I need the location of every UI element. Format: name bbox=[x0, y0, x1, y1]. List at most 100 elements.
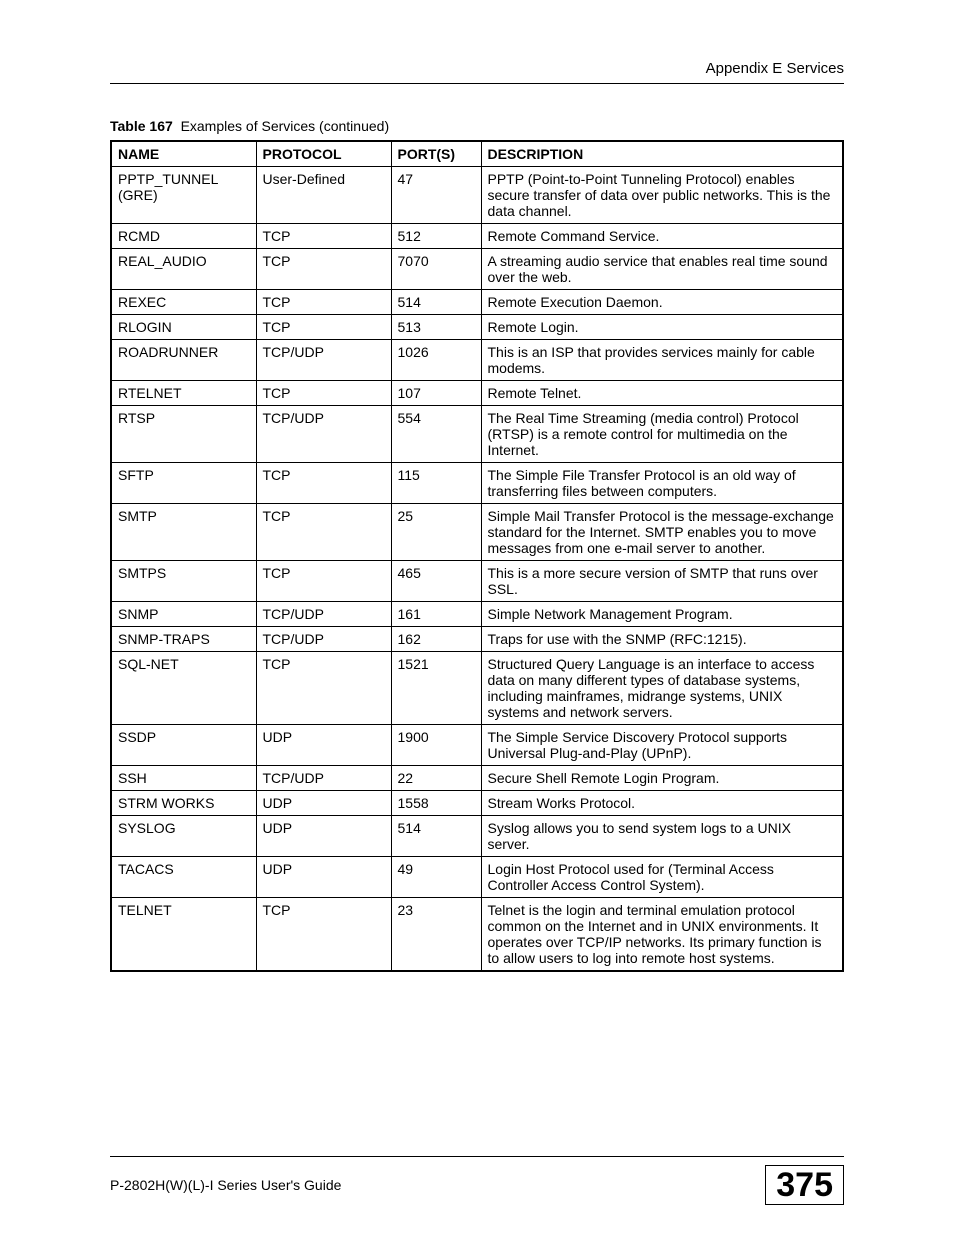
cell-protocol: TCP bbox=[256, 652, 391, 725]
cell-port: 23 bbox=[391, 898, 481, 972]
cell-description: Telnet is the login and terminal emulati… bbox=[481, 898, 843, 972]
cell-name: RTELNET bbox=[111, 381, 256, 406]
cell-protocol: TCP bbox=[256, 290, 391, 315]
table-row: RTSPTCP/UDP554The Real Time Streaming (m… bbox=[111, 406, 843, 463]
cell-name: PPTP_TUNNEL (GRE) bbox=[111, 167, 256, 224]
footer-guide-text: P-2802H(W)(L)-I Series User's Guide bbox=[110, 1177, 341, 1193]
table-row: SMTPSTCP465This is a more secure version… bbox=[111, 561, 843, 602]
cell-name: REAL_AUDIO bbox=[111, 249, 256, 290]
table-row: SFTPTCP115The Simple File Transfer Proto… bbox=[111, 463, 843, 504]
cell-name: SQL-NET bbox=[111, 652, 256, 725]
table-row: STRM WORKSUDP1558Stream Works Protocol. bbox=[111, 791, 843, 816]
cell-protocol: TCP bbox=[256, 561, 391, 602]
cell-protocol: TCP/UDP bbox=[256, 766, 391, 791]
cell-port: 1521 bbox=[391, 652, 481, 725]
cell-port: 1900 bbox=[391, 725, 481, 766]
cell-description: Remote Command Service. bbox=[481, 224, 843, 249]
cell-name: RTSP bbox=[111, 406, 256, 463]
table-row: SSHTCP/UDP22Secure Shell Remote Login Pr… bbox=[111, 766, 843, 791]
cell-description: Syslog allows you to send system logs to… bbox=[481, 816, 843, 857]
cell-name: SSH bbox=[111, 766, 256, 791]
cell-description: The Simple File Transfer Protocol is an … bbox=[481, 463, 843, 504]
cell-name: TACACS bbox=[111, 857, 256, 898]
cell-name: SNMP bbox=[111, 602, 256, 627]
cell-name: STRM WORKS bbox=[111, 791, 256, 816]
cell-protocol: TCP/UDP bbox=[256, 340, 391, 381]
cell-port: 25 bbox=[391, 504, 481, 561]
col-header-description: DESCRIPTION bbox=[481, 141, 843, 167]
table-row: SMTPTCP25Simple Mail Transfer Protocol i… bbox=[111, 504, 843, 561]
cell-port: 162 bbox=[391, 627, 481, 652]
cell-name: SNMP-TRAPS bbox=[111, 627, 256, 652]
header-section-text: Appendix E Services bbox=[110, 60, 844, 77]
cell-description: This is an ISP that provides services ma… bbox=[481, 340, 843, 381]
cell-description: Structured Query Language is an interfac… bbox=[481, 652, 843, 725]
cell-name: RLOGIN bbox=[111, 315, 256, 340]
table-row: REXECTCP514Remote Execution Daemon. bbox=[111, 290, 843, 315]
cell-protocol: TCP bbox=[256, 898, 391, 972]
cell-description: The Simple Service Discovery Protocol su… bbox=[481, 725, 843, 766]
col-header-port: PORT(S) bbox=[391, 141, 481, 167]
table-row: RCMDTCP512Remote Command Service. bbox=[111, 224, 843, 249]
cell-port: 47 bbox=[391, 167, 481, 224]
cell-name: SFTP bbox=[111, 463, 256, 504]
cell-name: RCMD bbox=[111, 224, 256, 249]
cell-name: REXEC bbox=[111, 290, 256, 315]
cell-port: 465 bbox=[391, 561, 481, 602]
cell-description: Simple Mail Transfer Protocol is the mes… bbox=[481, 504, 843, 561]
cell-name: SMTP bbox=[111, 504, 256, 561]
cell-protocol: TCP bbox=[256, 315, 391, 340]
cell-description: Simple Network Management Program. bbox=[481, 602, 843, 627]
cell-description: The Real Time Streaming (media control) … bbox=[481, 406, 843, 463]
cell-protocol: UDP bbox=[256, 816, 391, 857]
cell-protocol: User-Defined bbox=[256, 167, 391, 224]
cell-protocol: TCP bbox=[256, 381, 391, 406]
cell-description: Login Host Protocol used for (Terminal A… bbox=[481, 857, 843, 898]
table-header-row: NAME PROTOCOL PORT(S) DESCRIPTION bbox=[111, 141, 843, 167]
cell-port: 513 bbox=[391, 315, 481, 340]
cell-port: 514 bbox=[391, 290, 481, 315]
table-row: SQL-NETTCP1521Structured Query Language … bbox=[111, 652, 843, 725]
cell-protocol: TCP/UDP bbox=[256, 627, 391, 652]
cell-port: 22 bbox=[391, 766, 481, 791]
cell-protocol: TCP bbox=[256, 249, 391, 290]
cell-protocol: UDP bbox=[256, 725, 391, 766]
page-footer: P-2802H(W)(L)-I Series User's Guide 375 bbox=[110, 1156, 844, 1205]
cell-name: SSDP bbox=[111, 725, 256, 766]
cell-description: This is a more secure version of SMTP th… bbox=[481, 561, 843, 602]
cell-port: 107 bbox=[391, 381, 481, 406]
cell-description: Secure Shell Remote Login Program. bbox=[481, 766, 843, 791]
cell-port: 554 bbox=[391, 406, 481, 463]
col-header-name: NAME bbox=[111, 141, 256, 167]
footer-page-number: 375 bbox=[765, 1165, 844, 1205]
table-row: ROADRUNNERTCP/UDP1026This is an ISP that… bbox=[111, 340, 843, 381]
cell-description: PPTP (Point-to-Point Tunneling Protocol)… bbox=[481, 167, 843, 224]
cell-description: Traps for use with the SNMP (RFC:1215). bbox=[481, 627, 843, 652]
table-row: TELNETTCP23Telnet is the login and termi… bbox=[111, 898, 843, 972]
table-row: SNMPTCP/UDP161Simple Network Management … bbox=[111, 602, 843, 627]
table-row: RLOGINTCP513Remote Login. bbox=[111, 315, 843, 340]
table-row: SSDPUDP1900The Simple Service Discovery … bbox=[111, 725, 843, 766]
cell-port: 1026 bbox=[391, 340, 481, 381]
cell-protocol: TCP bbox=[256, 463, 391, 504]
cell-description: Remote Telnet. bbox=[481, 381, 843, 406]
cell-description: Remote Execution Daemon. bbox=[481, 290, 843, 315]
cell-port: 49 bbox=[391, 857, 481, 898]
cell-port: 161 bbox=[391, 602, 481, 627]
cell-description: Remote Login. bbox=[481, 315, 843, 340]
table-row: SYSLOGUDP514Syslog allows you to send sy… bbox=[111, 816, 843, 857]
table-caption-label: Table 167 bbox=[110, 118, 173, 134]
services-table: NAME PROTOCOL PORT(S) DESCRIPTION PPTP_T… bbox=[110, 140, 844, 972]
cell-port: 512 bbox=[391, 224, 481, 249]
page-header: Appendix E Services bbox=[110, 60, 844, 84]
cell-port: 115 bbox=[391, 463, 481, 504]
cell-protocol: UDP bbox=[256, 791, 391, 816]
cell-protocol: TCP bbox=[256, 224, 391, 249]
table-row: TACACSUDP49Login Host Protocol used for … bbox=[111, 857, 843, 898]
document-page: Appendix E Services Table 167 Examples o… bbox=[0, 0, 954, 1235]
cell-protocol: UDP bbox=[256, 857, 391, 898]
table-caption-title: Examples of Services (continued) bbox=[181, 118, 390, 134]
table-row: REAL_AUDIOTCP7070A streaming audio servi… bbox=[111, 249, 843, 290]
table-row: PPTP_TUNNEL (GRE)User-Defined47PPTP (Poi… bbox=[111, 167, 843, 224]
cell-name: SYSLOG bbox=[111, 816, 256, 857]
